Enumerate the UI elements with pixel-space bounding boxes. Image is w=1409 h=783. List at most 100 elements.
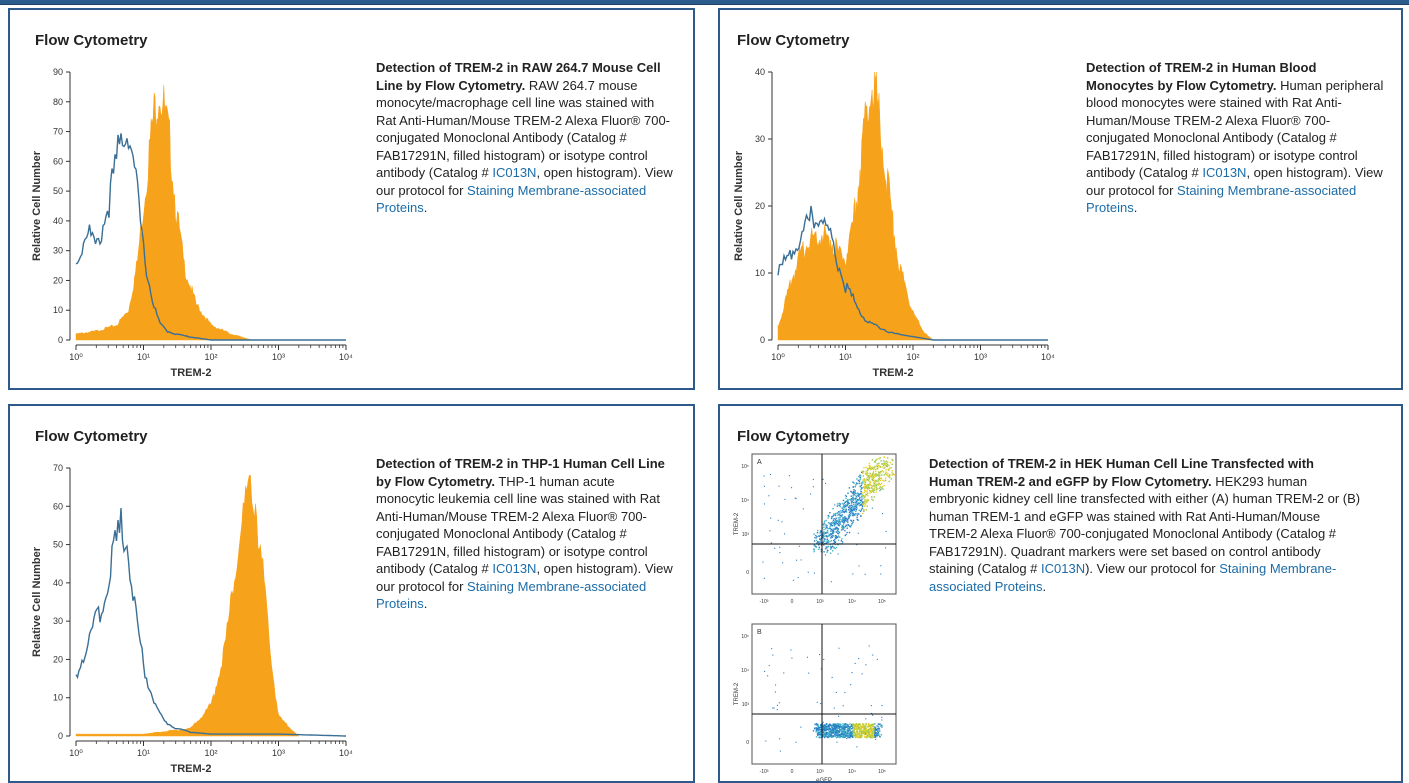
event-dot (868, 465, 871, 467)
event-dot (875, 727, 877, 729)
event-dot (824, 724, 826, 727)
event-dot (835, 512, 837, 515)
event-dot (822, 728, 825, 730)
event-dot (855, 723, 857, 725)
event-dot (850, 500, 853, 502)
event-dot (864, 486, 867, 488)
event-dot (834, 732, 837, 735)
event-dot (842, 504, 845, 506)
event-dot (838, 715, 840, 717)
event-dot (834, 520, 836, 523)
event-dot (847, 730, 849, 732)
event-dot (859, 474, 861, 476)
event-dot (834, 727, 836, 729)
event-dot (772, 654, 774, 656)
event-dot (861, 471, 863, 473)
event-dot (884, 479, 887, 482)
event-dot (860, 725, 863, 728)
event-dot (848, 502, 850, 504)
event-dot (876, 474, 879, 476)
event-dot (827, 732, 829, 734)
event-dot (850, 495, 852, 497)
event-dot (816, 733, 819, 735)
catalog-link[interactable]: IC013N (492, 561, 537, 576)
event-dot (822, 725, 825, 727)
event-dot (883, 480, 885, 482)
event-dot (865, 471, 867, 473)
event-dot (833, 539, 835, 542)
catalog-link[interactable]: IC013N (1041, 561, 1086, 576)
event-dot (890, 467, 892, 469)
event-dot (853, 730, 855, 732)
event-dot (798, 545, 800, 547)
event-dot (872, 729, 875, 731)
event-dot (837, 514, 839, 516)
event-dot (827, 514, 829, 517)
event-dot (856, 730, 859, 733)
event-dot (845, 495, 848, 497)
event-dot (858, 736, 861, 738)
catalog-link[interactable]: IC013N (492, 165, 537, 180)
event-dot (848, 734, 851, 736)
event-dot (855, 504, 857, 506)
catalog-link[interactable]: IC013N (1202, 165, 1247, 180)
event-dot (852, 504, 855, 506)
event-dot (853, 509, 856, 512)
event-dot (855, 726, 858, 729)
event-dot (852, 573, 854, 575)
event-dot (845, 518, 848, 520)
event-dot (830, 735, 832, 738)
event-dot (846, 731, 848, 733)
event-dot (844, 730, 847, 733)
event-dot (823, 726, 825, 728)
event-dot (832, 530, 834, 533)
event-dot (880, 565, 882, 567)
event-dot (893, 474, 895, 476)
event-dot (820, 668, 822, 670)
event-dot (848, 728, 850, 730)
caption-body: ). View our protocol for (1085, 561, 1220, 576)
event-dot (870, 729, 873, 732)
event-dot (860, 490, 862, 493)
event-dot (870, 476, 873, 478)
event-dot (818, 542, 820, 544)
event-dot (819, 532, 821, 534)
event-dot (769, 530, 771, 532)
event-dot (849, 499, 852, 501)
event-dot (819, 538, 821, 540)
event-dot (834, 504, 836, 506)
event-dot (848, 515, 850, 518)
protocol-link[interactable]: Staining Membrane-associated Proteins (376, 182, 647, 216)
event-dot (818, 733, 820, 735)
dot-cloud (762, 456, 895, 583)
protocol-link[interactable]: Staining Membrane-associated Proteins (1086, 182, 1357, 216)
event-dot (829, 512, 831, 514)
event-dot (847, 727, 849, 729)
event-dot (838, 520, 840, 522)
event-dot (824, 726, 826, 728)
event-dot (862, 512, 864, 515)
event-dot (841, 527, 843, 529)
protocol-link[interactable]: Staining Membrane-associated Proteins (929, 561, 1337, 594)
event-dot (890, 478, 892, 480)
event-dot (853, 727, 856, 730)
event-dot (839, 536, 841, 538)
event-dot (825, 732, 827, 734)
card-description: Detection of TREM-2 in HEK Human Cell Li… (929, 455, 1361, 595)
event-dot (836, 734, 838, 737)
event-dot (851, 491, 853, 494)
open-histogram (75, 133, 346, 341)
event-dot (878, 483, 880, 485)
event-dot (834, 729, 836, 732)
panel-label: A (757, 459, 762, 466)
event-dot (879, 486, 881, 488)
event-dot (874, 481, 877, 484)
event-dot (838, 522, 840, 525)
event-dot (828, 727, 830, 729)
event-dot (870, 705, 872, 707)
event-dot (820, 732, 822, 735)
protocol-link[interactable]: Staining Membrane-associated Proteins (376, 578, 647, 612)
event-dot (876, 735, 878, 738)
event-dot (866, 500, 868, 503)
event-dot (849, 728, 851, 730)
